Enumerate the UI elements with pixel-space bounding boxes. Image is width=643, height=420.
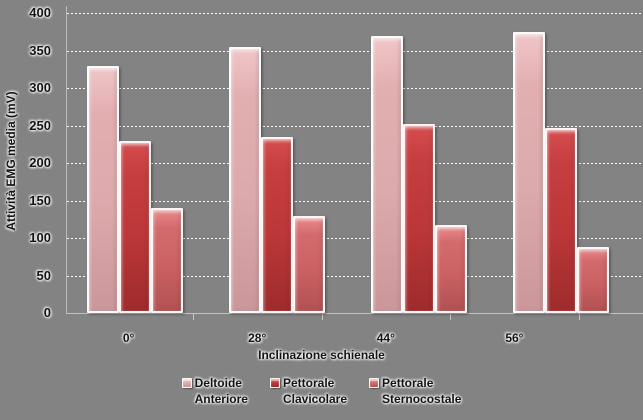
y-axis-tick-labels: 400 350 300 250 200 150 100 50 0 [0,0,56,340]
legend-swatch [369,378,380,388]
bar-group [87,13,183,313]
x-axis-title: Inclinazione schienale [258,348,385,362]
x-tick-label: 0° [122,331,135,345]
legend-label-line1: Pettorale [382,376,434,390]
legend-label-line2: Clavicolare [282,392,348,406]
legend-label: Pettorale Clavicolare [283,375,347,407]
x-tick-label: 44° [376,331,395,345]
gridline [67,200,643,202]
bar [151,208,183,313]
legend-swatch [269,378,280,388]
y-tick-label: 400 [29,5,51,20]
category-axis-tick [192,314,194,320]
bar [261,136,293,313]
legend-label: Deltoide Anteriore [195,375,248,407]
legend-label-line1: Pettorale [282,376,335,390]
y-tick-label: 50 [36,267,51,283]
y-tick-label: 200 [29,155,51,170]
x-tick-label: 28° [248,331,267,345]
legend: Deltoide Anteriore Pettorale Clavicolare Pet… [0,375,643,407]
y-tick-label: 350 [29,42,51,58]
legend-item: Pettorale Sternocostale [369,375,461,407]
x-tick-label: 56° [505,331,524,345]
bar [513,31,545,313]
bar-group [513,13,609,313]
bar [229,46,261,313]
category-axis-tick [578,314,580,320]
bar [403,124,435,313]
gridline [67,238,643,239]
bar [435,224,467,313]
gridline [67,88,643,89]
legend-item: Deltoide Anteriore [181,375,248,407]
x-axis-line [67,313,643,314]
legend-label-line1: Deltoide [194,376,242,390]
bar [119,140,151,313]
bar-group [229,13,325,313]
bar-group [371,13,467,313]
y-tick-label: 300 [29,80,51,95]
plot-area [67,13,643,313]
bar [371,35,403,313]
y-tick-label: 150 [29,192,51,208]
y-tick-label: 100 [29,230,51,245]
bar [293,215,325,313]
gridline [67,163,643,164]
legend-label-line2: Anteriore [194,392,248,406]
x-axis-tick-labels: 0° 28° 44° 56° [0,331,643,347]
bar [87,65,119,313]
y-axis-line [66,6,67,314]
bar [545,127,577,313]
legend-item: Pettorale Clavicolare [269,375,347,407]
bar [577,247,609,313]
gridline [67,50,643,52]
category-axis-tick [321,314,323,320]
y-tick-label: 0 [43,305,51,320]
gridline [67,13,643,14]
gridline [67,275,643,277]
category-axis-tick [450,314,452,320]
legend-label-line2: Sternocostale [382,392,462,406]
gridline [67,125,643,127]
legend-swatch [181,378,192,388]
y-tick-label: 250 [29,117,51,133]
legend-label: Pettorale Sternocostale [382,375,461,407]
